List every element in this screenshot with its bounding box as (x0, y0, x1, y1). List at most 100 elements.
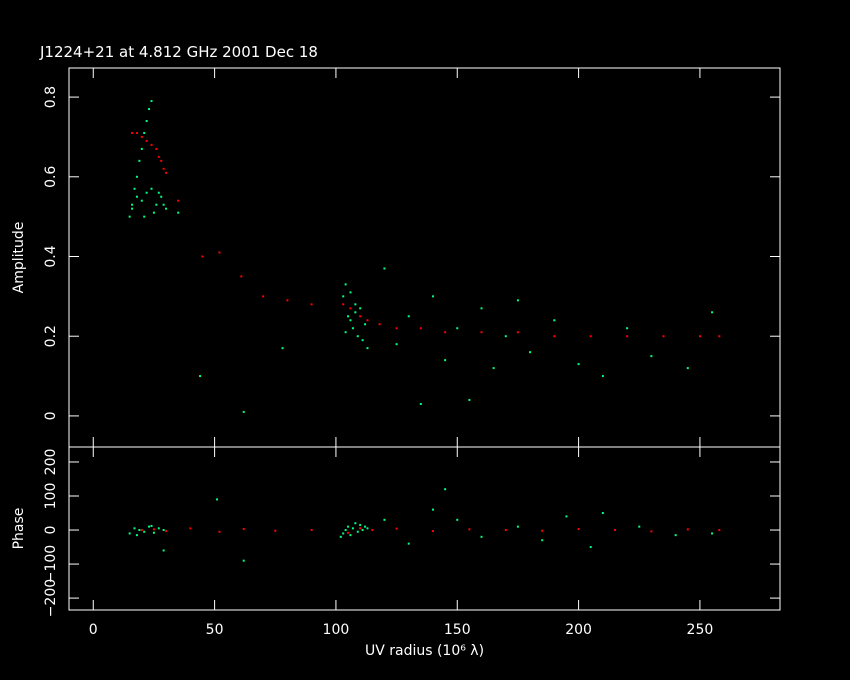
point (160, 159, 163, 162)
point (444, 359, 447, 362)
point (150, 143, 153, 146)
point (541, 539, 544, 542)
point (310, 529, 313, 532)
point (145, 120, 148, 123)
point (160, 195, 163, 198)
point (601, 512, 604, 515)
y-axis-label: Amplitude (11, 222, 27, 294)
point (577, 528, 580, 531)
point (674, 534, 677, 537)
point (407, 315, 410, 318)
point (189, 527, 192, 530)
point (138, 159, 141, 162)
point (589, 335, 592, 338)
point (131, 207, 134, 210)
y-axis-label: Phase (11, 508, 27, 550)
point (431, 530, 434, 533)
chart-title: J1224+21 at 4.812 GHz 2001 Dec 18 (39, 43, 318, 61)
point (218, 530, 221, 533)
point (155, 147, 158, 150)
point (162, 529, 165, 532)
point (165, 530, 168, 533)
point (356, 530, 359, 533)
point (444, 488, 447, 491)
point (165, 207, 168, 210)
point (407, 542, 410, 545)
point (364, 525, 367, 528)
point (650, 530, 653, 533)
plot-frame (68, 446, 781, 611)
point (150, 524, 153, 527)
point (361, 529, 364, 532)
point (553, 319, 556, 322)
point (354, 522, 357, 525)
point (339, 535, 342, 538)
point (698, 335, 701, 338)
point (351, 527, 354, 530)
point (504, 529, 507, 532)
point (431, 295, 434, 298)
point (349, 307, 352, 310)
x-tick-label: 0 (89, 622, 98, 638)
point (152, 528, 155, 531)
point (565, 515, 568, 518)
point (711, 532, 714, 535)
point (354, 303, 357, 306)
point (349, 319, 352, 322)
point (131, 203, 134, 206)
y-tick-label: 100 (43, 483, 59, 510)
point (242, 528, 245, 531)
point (359, 523, 362, 526)
y-tick-label: −200 (43, 579, 59, 617)
point (216, 498, 219, 501)
x-tick-label: 100 (323, 622, 350, 638)
point (711, 311, 714, 314)
point (162, 549, 165, 552)
point (718, 529, 721, 532)
point (480, 535, 483, 538)
point (143, 530, 146, 533)
point (240, 275, 243, 278)
point (601, 375, 604, 378)
point (140, 135, 143, 138)
point (131, 131, 134, 134)
point (162, 167, 165, 170)
point (577, 363, 580, 366)
point (419, 327, 422, 330)
point (347, 525, 350, 528)
point (553, 335, 556, 338)
point (218, 251, 221, 254)
y-tick-label: 0 (43, 526, 59, 535)
point (342, 532, 345, 535)
point (347, 531, 350, 534)
point (378, 323, 381, 326)
point (626, 327, 629, 330)
point (135, 131, 138, 134)
point (504, 335, 507, 338)
point (650, 355, 653, 358)
point (199, 375, 202, 378)
point (395, 343, 398, 346)
point (140, 529, 143, 532)
point (150, 187, 153, 190)
point (128, 532, 131, 535)
point (359, 527, 362, 530)
point (177, 199, 180, 202)
point (242, 410, 245, 413)
point (444, 331, 447, 334)
point (456, 327, 459, 330)
point (361, 339, 364, 342)
point (456, 518, 459, 521)
x-tick-label: 200 (565, 622, 592, 638)
point (155, 203, 158, 206)
point (133, 527, 136, 530)
point (145, 139, 148, 142)
point (480, 331, 483, 334)
point (419, 402, 422, 405)
point (686, 528, 689, 531)
point (138, 529, 141, 532)
point (342, 303, 345, 306)
point (359, 307, 362, 310)
y-tick-label: 0.2 (43, 325, 59, 347)
point (143, 131, 146, 134)
